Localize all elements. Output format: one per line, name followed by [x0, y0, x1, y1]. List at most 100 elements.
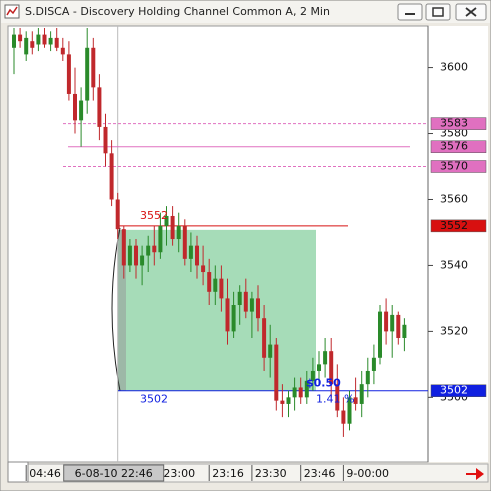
- close-glyph: [465, 7, 477, 17]
- level-price-box: [430, 160, 487, 173]
- x-tick-label: 9-00:00: [346, 467, 389, 480]
- candle-body: [268, 344, 273, 358]
- candle-body: [249, 298, 254, 312]
- candle-body: [359, 384, 364, 404]
- candle-body: [121, 229, 126, 266]
- candle-body: [85, 47, 90, 101]
- candle-body: [262, 318, 267, 358]
- level-price-label: 3570: [440, 160, 468, 173]
- candle-body: [384, 311, 389, 332]
- change-label: $0.50: [306, 377, 341, 390]
- candle-body: [213, 278, 218, 292]
- y-tick-label: 3540: [440, 258, 468, 271]
- candle-body: [341, 410, 346, 424]
- candle-body: [127, 245, 132, 266]
- candle-body: [182, 225, 187, 259]
- candle-body: [30, 41, 35, 48]
- candle-body: [140, 255, 145, 266]
- candle-body: [317, 364, 321, 371]
- candle-body: [24, 37, 29, 55]
- candle-body: [36, 34, 41, 45]
- candle-body: [365, 370, 370, 385]
- range-bracket: [111, 227, 121, 391]
- level-price-box: [430, 219, 487, 233]
- x-tick-label: 23:16: [212, 467, 244, 480]
- candle-body: [12, 34, 16, 48]
- candle-body: [176, 225, 181, 240]
- candle-body: [402, 324, 407, 338]
- range-high-label: 3552: [140, 209, 168, 222]
- app-icon-glyph: [6, 6, 18, 16]
- candle-body: [18, 34, 23, 42]
- candle-body: [256, 298, 260, 319]
- x-tick-label: 04:46: [29, 467, 61, 480]
- y-tick-label: 3600: [440, 61, 468, 74]
- x-tick-label: 23:00: [163, 467, 195, 480]
- minimize-button[interactable]: [397, 3, 423, 21]
- level-price-label: 3576: [440, 140, 468, 153]
- candle-body: [310, 370, 315, 381]
- candle-body: [390, 314, 395, 332]
- candle-body: [207, 272, 212, 292]
- candle-body: [164, 215, 169, 226]
- candle-body: [158, 225, 163, 253]
- candle-body: [188, 245, 193, 259]
- candle-body: [280, 400, 285, 404]
- candle-body: [353, 397, 358, 404]
- level-price-box: [430, 117, 487, 130]
- candle-body: [396, 314, 401, 338]
- candle-body: [329, 351, 334, 385]
- candle-body: [170, 215, 175, 240]
- level-price-label: 3583: [440, 117, 468, 130]
- range-box: [118, 229, 316, 391]
- title-bar: [1, 1, 490, 23]
- candle-body: [97, 87, 102, 127]
- candle-body: [201, 265, 206, 273]
- window-title: S.DISCA - Discovery Holding Channel Comm…: [25, 5, 330, 18]
- candle-body: [73, 93, 77, 121]
- crosshair-time-box: [63, 464, 165, 482]
- candle-body: [304, 380, 309, 398]
- maximize-button[interactable]: [425, 3, 451, 21]
- level-price-box: [430, 384, 487, 397]
- candle-body: [371, 357, 376, 371]
- level-price-label: 3552: [440, 219, 468, 232]
- maximize-glyph: [432, 7, 444, 17]
- candle-body: [91, 47, 96, 88]
- candle-body: [292, 387, 297, 398]
- scroll-arrow[interactable]: [466, 468, 484, 480]
- candle-body: [323, 351, 328, 365]
- x-tick-label: 23:46: [304, 467, 336, 480]
- level-price-label: 3502: [440, 384, 468, 397]
- range-box-shade: [118, 229, 126, 391]
- candle-body: [335, 384, 340, 411]
- candle-body: [237, 291, 242, 306]
- candle-body: [298, 387, 303, 398]
- candle-body: [347, 397, 352, 424]
- candle-body: [109, 153, 114, 200]
- y-tick-label: 3560: [440, 192, 468, 205]
- candle-body: [274, 344, 279, 401]
- candle-body: [219, 278, 224, 299]
- candle-body: [225, 298, 230, 332]
- candle-body: [48, 37, 53, 45]
- candle-body: [66, 54, 71, 94]
- candle-body: [378, 311, 382, 358]
- candle-body: [115, 199, 120, 230]
- change-pct-label: 1.41 %: [316, 393, 354, 406]
- x-tick-label: 23:30: [255, 467, 287, 480]
- candle-body: [134, 245, 138, 266]
- candle-body: [195, 245, 199, 266]
- candle-body: [54, 37, 59, 48]
- candle-body: [60, 47, 65, 55]
- crosshair-time-label: 6-08-10 22:46: [75, 467, 153, 480]
- candle-body: [243, 291, 248, 312]
- candle-body: [79, 100, 84, 121]
- level-price-box: [430, 140, 487, 153]
- candle-body: [103, 126, 108, 154]
- corner-box: [7, 461, 29, 483]
- range-low-label: 3502: [140, 393, 168, 406]
- candle-body: [152, 245, 157, 253]
- candle-body: [286, 397, 291, 404]
